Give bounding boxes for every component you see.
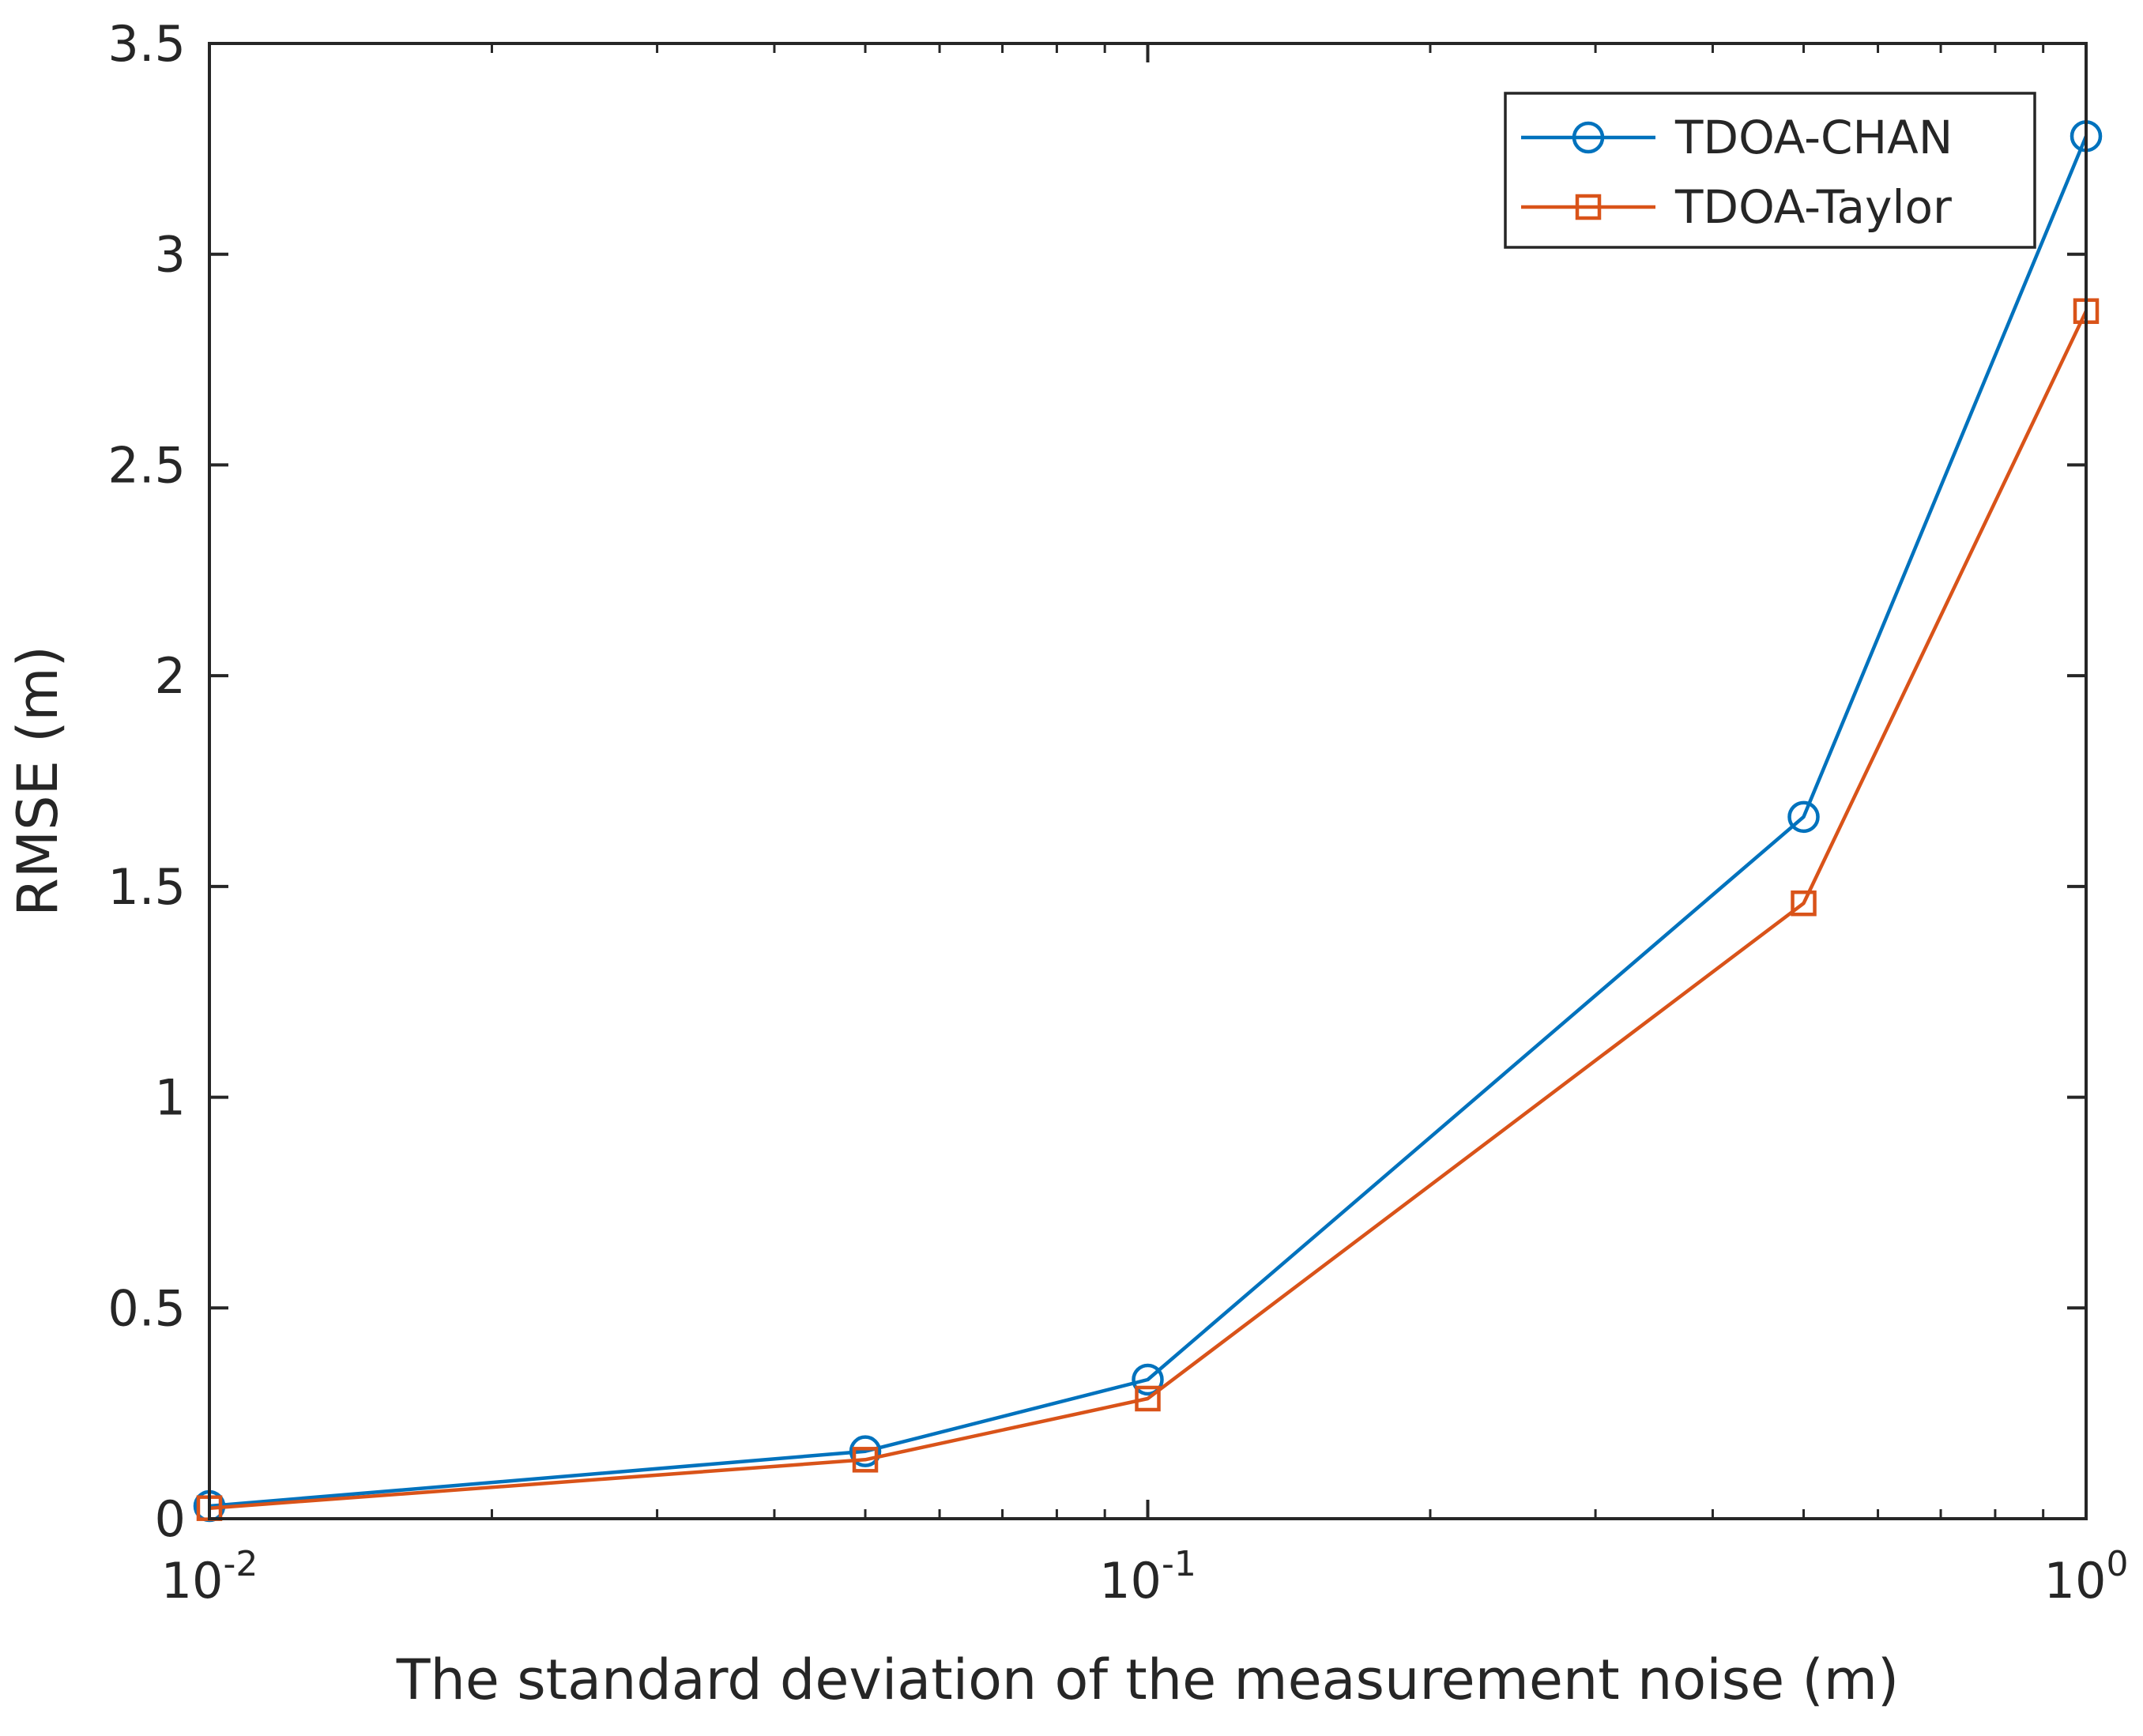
data-point-tdoa-chan [1787, 800, 1820, 834]
x-tick-label: 10-2 [161, 1544, 258, 1610]
x-axis-title: The standard deviation of the measuremen… [396, 1648, 1899, 1712]
legend: TDOA-CHAN TDOA-Taylor [1504, 92, 2036, 249]
y-tick-label: 3.5 [107, 15, 186, 73]
series-line-tdoa-chan [209, 135, 2088, 1508]
data-point-tdoa-chan [849, 1435, 882, 1467]
data-point-tdoa-taylor [1791, 890, 1817, 917]
series-line-tdoa-taylor [209, 310, 2088, 1510]
y-axis-title: RMSE (m) [6, 646, 70, 917]
x-tick-label: 100 [2044, 1544, 2129, 1610]
y-tick-label: 0.5 [107, 1279, 186, 1337]
legend-marker-tdoa-chan [1572, 121, 1605, 154]
data-point-tdoa-taylor [1135, 1385, 1161, 1412]
legend-label-tdoa-taylor: TDOA-Taylor [1674, 180, 1952, 234]
legend-box [1504, 92, 2036, 249]
y-tick-label: 2 [155, 647, 186, 705]
y-tick-label: 2.5 [107, 436, 186, 494]
y-tick-label: 0 [155, 1490, 186, 1548]
y-tick-label: 1 [155, 1069, 186, 1127]
data-point-tdoa-chan [1132, 1363, 1164, 1396]
x-tick-label: 10-1 [1099, 1544, 1196, 1610]
data-point-tdoa-taylor [852, 1447, 879, 1473]
axes: 0 0.5 1 1.5 2 2.5 3 3.5 10-2 10-1 100 The standard … [6, 15, 2128, 1712]
legend-marker-tdoa-taylor [1575, 194, 1602, 220]
y-tick-label: 3 [155, 226, 186, 284]
legend-label-tdoa-chan: TDOA-CHAN [1674, 111, 1953, 164]
y-tick-label: 1.5 [107, 858, 186, 916]
